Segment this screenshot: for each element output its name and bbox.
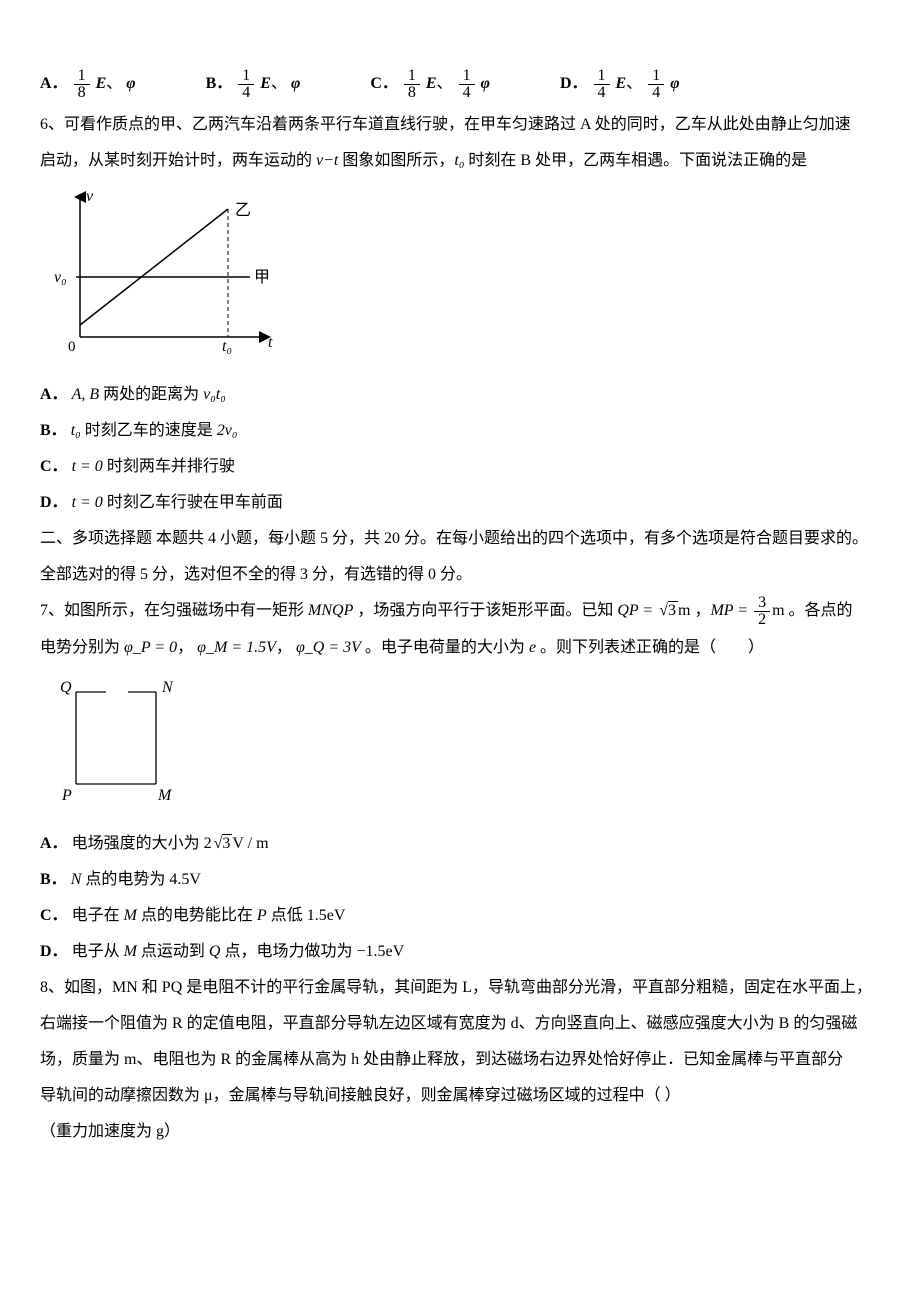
svg-text:乙: 乙 — [235, 202, 251, 219]
svg-text:P: P — [61, 787, 72, 804]
q6-choice-d: D． t = 0 时刻乙车行驶在甲车前面 — [40, 487, 920, 519]
q7-choice-a: A． 电场强度的大小为 23V / m — [40, 828, 920, 860]
q7-choice-c: C． 电子在 M 点的电势能比在 P 点低 1.5eV — [40, 900, 920, 932]
q6-choice-b: B． t₀ 时刻乙车的速度是 2v₀ — [40, 415, 920, 447]
fraction: 14 — [594, 68, 610, 101]
svg-text:t: t — [268, 334, 273, 351]
q5-choice-b: B． 14 E、 φ — [206, 68, 301, 101]
choice-label: B． — [206, 75, 233, 92]
svg-text:甲: 甲 — [254, 269, 270, 286]
q5-choice-d: D． 14 E、 14 φ — [560, 68, 680, 101]
q7-diagram: Q N P M — [50, 674, 920, 818]
q5-choices: A． 18 E、 φ B． 14 E、 φ C． 18 E、 14 φ D． 1… — [40, 68, 920, 101]
q6-choice-c: C． t = 0 时刻两车并排行驶 — [40, 451, 920, 483]
svg-text:0: 0 — [68, 339, 76, 355]
svg-text:Q: Q — [60, 679, 72, 696]
q8-line5: （重力加速度为 g） — [40, 1116, 920, 1148]
svg-text:N: N — [161, 679, 174, 696]
q5-choice-c: C． 18 E、 14 φ — [370, 68, 490, 101]
svg-text:M: M — [157, 787, 173, 804]
fraction: 14 — [648, 68, 664, 101]
sqrt-icon: 3 — [212, 828, 233, 860]
choice-label: D． — [560, 75, 588, 92]
choice-label: C． — [370, 75, 398, 92]
svg-text:v: v — [86, 188, 94, 205]
svg-text:t₀: t₀ — [222, 338, 232, 355]
sqrt-icon: 3 — [657, 595, 678, 627]
q6-choice-a: A． A, B 两处的距离为 v₀t₀ — [40, 379, 920, 411]
q8-line2: 右端接一个阻值为 R 的定值电阻，平直部分导轨左边区域有宽度为 d、方向竖直向上… — [40, 1008, 920, 1040]
section2-header-1: 二、多项选择题 本题共 4 小题，每小题 5 分，共 20 分。在每小题给出的四… — [40, 523, 920, 555]
fraction: 14 — [238, 68, 254, 101]
question-number: 6、 — [40, 116, 64, 133]
svg-text:v₀: v₀ — [54, 269, 67, 286]
q6-vt-graph: v t v₀ 0 t₀ 乙 甲 — [50, 187, 920, 369]
fraction: 18 — [404, 68, 420, 101]
section2-header-2: 全部选对的得 5 分，选对但不全的得 3 分，有选错的得 0 分。 — [40, 559, 920, 591]
q8-line3: 场，质量为 m、电阻也为 R 的金属棒从高为 h 处由静止释放，到达磁场右边界处… — [40, 1044, 920, 1076]
fraction: 18 — [74, 68, 90, 101]
q6-stem-2: 启动，从某时刻开始计时，两车运动的 v−t 图象如图所示，t₀ 时刻在 B 处甲… — [40, 145, 920, 177]
q5-choice-a: A． 18 E、 φ — [40, 68, 136, 101]
q6-stem: 6、可看作质点的甲、乙两汽车沿着两条平行车道直线行驶，在甲车匀速路过 A 处的同… — [40, 109, 920, 141]
choice-label: A． — [40, 75, 68, 92]
q8-line4: 导轨间的动摩擦因数为 μ，金属棒与导轨间接触良好，则金属棒穿过磁场区域的过程中（… — [40, 1080, 920, 1112]
q7-choice-d: D． 电子从 M 点运动到 Q 点，电场力做功为 −1.5eV — [40, 936, 920, 968]
q7-stem-2: 电势分别为 φ_P = 0， φ_M = 1.5V， φ_Q = 3V 。电子电… — [40, 632, 920, 664]
fraction: 14 — [459, 68, 475, 101]
question-number: 7、 — [40, 602, 64, 619]
fraction: 32 — [754, 595, 770, 628]
q8-line1: 8、如图，MN 和 PQ 是电阻不计的平行金属导轨，其间距为 L，导轨弯曲部分光… — [40, 972, 920, 1004]
question-number: 8、 — [40, 979, 64, 996]
q7-choice-b: B． N 点的电势为 4.5V — [40, 864, 920, 896]
q7-stem-1: 7、如图所示，在匀强磁场中有一矩形 MNQP ，场强方向平行于该矩形平面。已知 … — [40, 595, 920, 628]
